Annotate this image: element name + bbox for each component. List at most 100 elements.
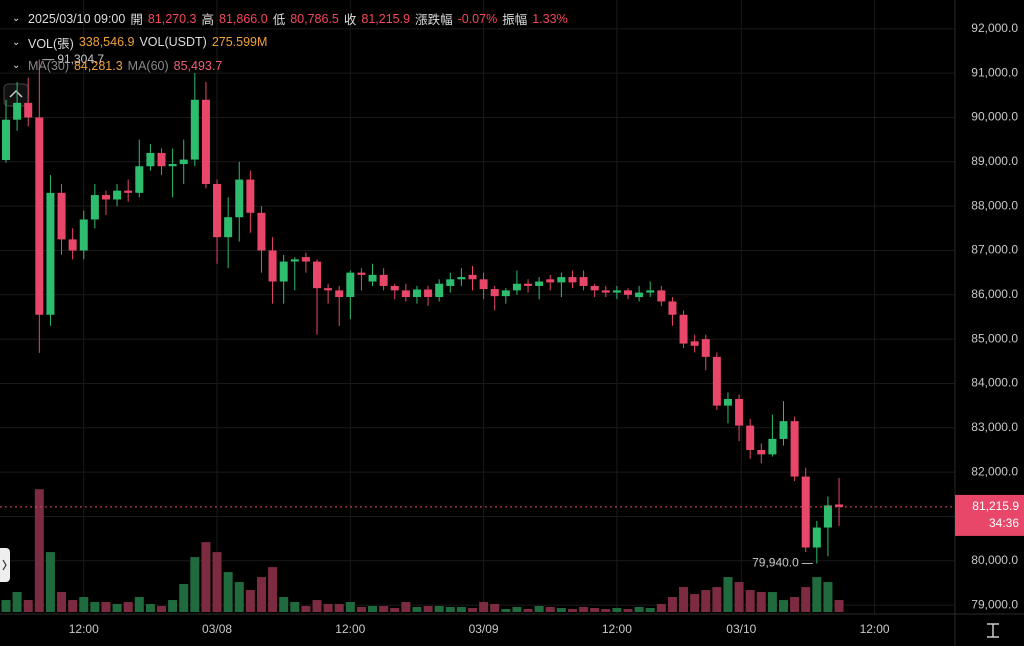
volume-bar [645, 607, 655, 612]
candle-body [290, 259, 299, 262]
row-toggle[interactable]: ⌄ [12, 13, 21, 25]
candle-body [13, 102, 22, 120]
y-tick-label: 89,000.0 [971, 154, 1018, 168]
volume-bar [423, 606, 433, 612]
volume-bar [667, 597, 677, 612]
legend-item: 85,493.7 [173, 58, 223, 73]
legend-item: 338,546.9 [78, 35, 135, 50]
legend-item: 80,786.5 [290, 11, 339, 26]
candle-body [801, 476, 810, 548]
y-tick-label: 83,000.0 [971, 420, 1018, 434]
volume-bar [23, 600, 33, 612]
candle-body [124, 190, 133, 193]
legend-item: 1.33% [532, 11, 568, 26]
volume-bar [767, 592, 777, 612]
volume-bar [656, 603, 666, 612]
volume-bar [79, 597, 89, 612]
volume-bar [34, 489, 44, 612]
volume-bar [134, 597, 144, 612]
volume-bar [534, 606, 544, 612]
candle-body [468, 274, 477, 280]
candle-body [235, 179, 244, 218]
candle-body [823, 505, 832, 528]
volume-bar [245, 590, 255, 612]
volume-bar [234, 582, 244, 612]
volume-bar [801, 587, 811, 612]
volume-bar [723, 577, 733, 612]
volume-bar [68, 600, 78, 612]
candle-body [146, 152, 155, 167]
legend-item: -0.07% [457, 11, 498, 26]
candle-body [679, 314, 688, 344]
y-tick-label: 84,000.0 [971, 376, 1018, 390]
volume-bar [412, 607, 422, 612]
volume-bar [601, 608, 611, 612]
legend-item: VOL(張) [28, 36, 74, 51]
candle-body [757, 449, 766, 455]
candle-body [657, 290, 666, 302]
volume-bar [256, 577, 266, 612]
volume-bar [168, 600, 178, 612]
y-tick-label: 87,000.0 [971, 243, 1018, 257]
volume-bar [201, 542, 211, 612]
price-tag-label: 81,215.9 [972, 499, 1019, 513]
max-label: 91,304.7 [57, 52, 104, 66]
collapse-button[interactable] [3, 83, 29, 107]
volume-bar [523, 608, 533, 612]
candle-body [446, 279, 455, 286]
volume-bar [679, 587, 689, 612]
volume-bar [501, 608, 511, 612]
volume-bar [312, 600, 322, 612]
legend-row: ⌄ MA(30) 84,281.3 MA(60) 85,493.7 [12, 54, 573, 78]
candle-body [324, 288, 333, 291]
volume-bar [512, 607, 522, 612]
x-tick-label: 12:00 [860, 622, 890, 636]
candle-body [624, 290, 633, 295]
row-toggle[interactable]: ⌄ [12, 60, 21, 72]
volume-bar [545, 607, 555, 612]
volume-bar [301, 606, 311, 612]
volume-bar [812, 577, 822, 612]
volume-bar [712, 587, 722, 612]
candle-body [401, 290, 410, 298]
candle-body [646, 290, 655, 293]
row-toggle[interactable]: ⌄ [12, 36, 21, 48]
volume-bar [145, 603, 155, 612]
volume-bar [334, 603, 344, 612]
volume-bar [634, 607, 644, 612]
candle-body [368, 274, 377, 282]
candle-body [390, 285, 399, 291]
candle-body [412, 289, 421, 298]
volume-bar [90, 602, 100, 612]
volume-bar [356, 607, 366, 612]
legend-item: 81,866.0 [219, 11, 268, 26]
x-tick-label: 03/08 [202, 622, 232, 636]
price-tag [955, 494, 1024, 536]
volume-bar [479, 602, 489, 612]
candle-body [113, 190, 122, 200]
legend-item: MA(60) [127, 58, 169, 73]
legend-item: 81,215.9 [361, 11, 411, 26]
volume-bar [156, 606, 166, 612]
candle-body [835, 504, 844, 507]
volume-bar [623, 608, 633, 612]
y-tick-label: 88,000.0 [971, 198, 1018, 212]
volume-bar [1, 600, 11, 612]
volume-bar [190, 557, 200, 612]
scale-icon[interactable] [987, 623, 999, 638]
candle-body [335, 290, 344, 298]
candle-body [479, 279, 488, 290]
x-tick-label: 12:00 [602, 622, 632, 636]
volume-bar [701, 590, 711, 612]
candle-body [46, 192, 55, 315]
candle-body [512, 283, 521, 291]
volume-bar [445, 607, 455, 612]
legend-item: 振幅 [502, 13, 528, 28]
side-handle[interactable] [0, 548, 10, 582]
volume-bar [57, 592, 67, 612]
candle-body [101, 195, 110, 200]
volume-bar [345, 602, 355, 612]
candle-body [379, 274, 388, 286]
candle-body [712, 356, 721, 406]
y-tick-label: 85,000.0 [971, 331, 1018, 345]
